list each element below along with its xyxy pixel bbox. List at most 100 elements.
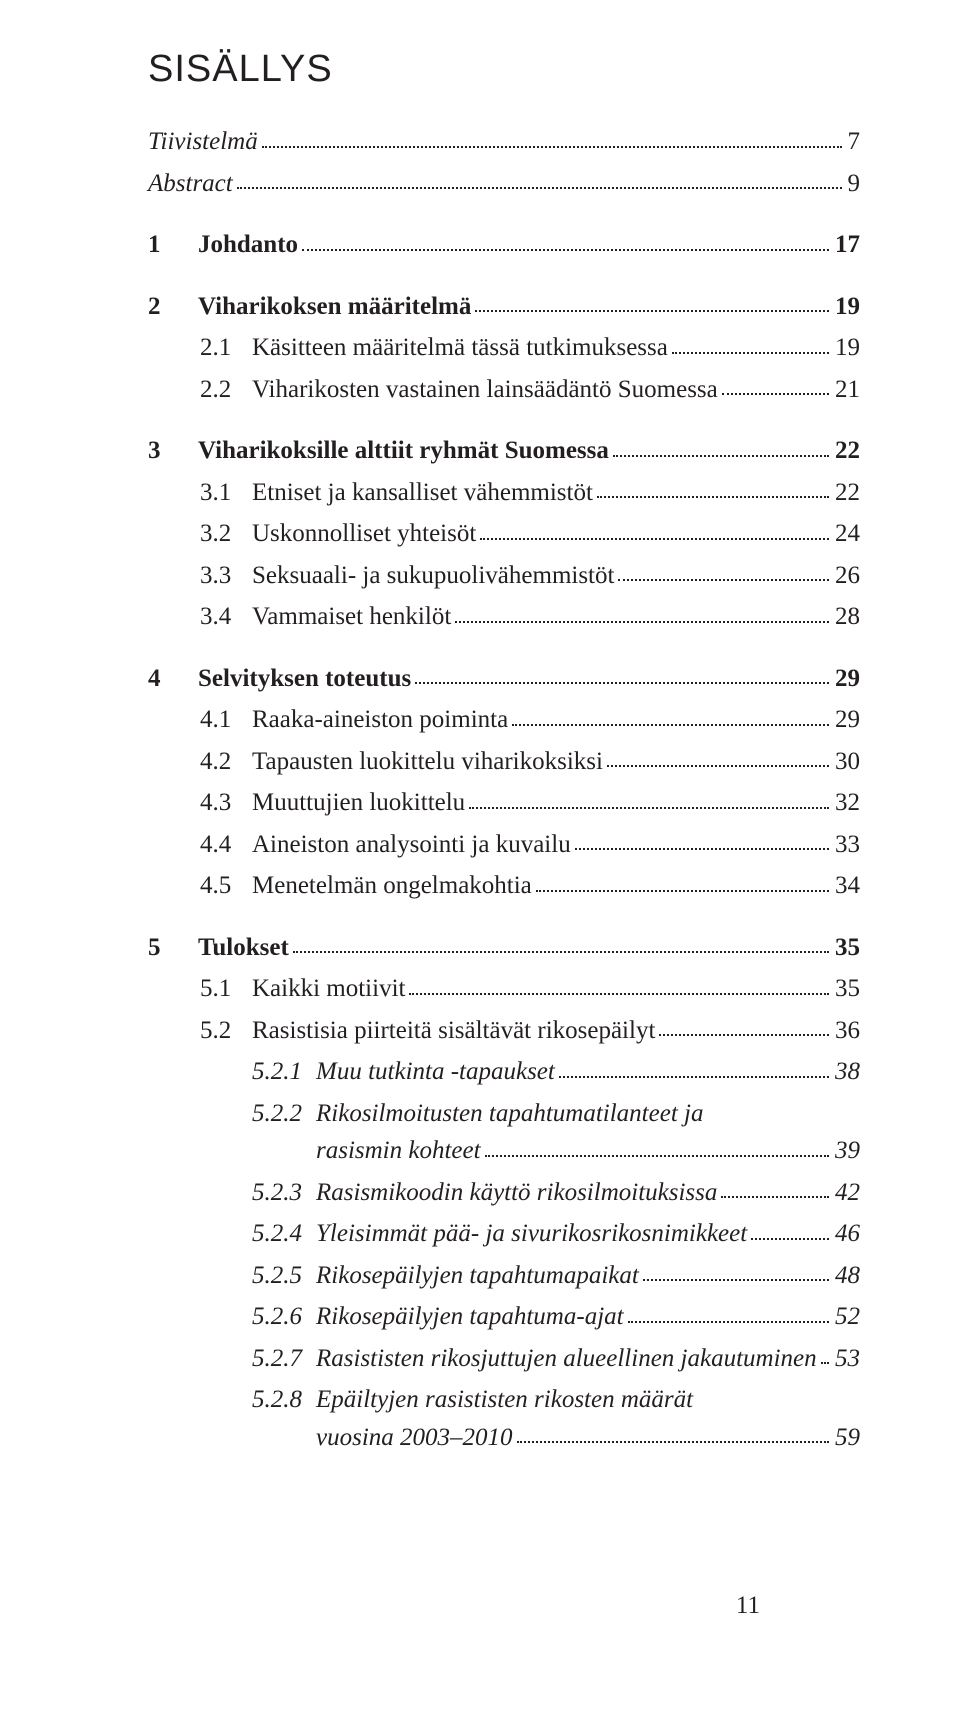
toc-row: 5.2.4Yleisimmät pää- ja sivurikosrikosni… — [148, 1215, 860, 1253]
toc-row: 3.1Etniset ja kansalliset vähemmistöt 22 — [148, 474, 860, 512]
toc-number: 5.2.8 — [252, 1381, 316, 1419]
toc-page: 22 — [833, 474, 860, 512]
toc-page: 30 — [833, 743, 860, 781]
toc-page: 38 — [833, 1053, 860, 1091]
toc-row: 3.4Vammaiset henkilöt 28 — [148, 598, 860, 636]
toc-label: Käsitteen määritelmä tässä tutkimuksessa — [252, 329, 668, 367]
toc-page: 32 — [833, 784, 860, 822]
toc-number: 5.2.6 — [252, 1298, 316, 1336]
toc-row: 5.2.3Rasismikoodin käyttö rikosilmoituks… — [148, 1174, 860, 1212]
toc-page: 26 — [833, 557, 860, 595]
toc-label: Vammaiset henkilöt — [252, 598, 451, 636]
toc-number: 3.1 — [200, 474, 252, 512]
toc-number: 5.2.7 — [252, 1340, 316, 1378]
toc-number: 2 — [148, 288, 198, 326]
toc-page: 36 — [833, 1012, 860, 1050]
toc-page: 28 — [833, 598, 860, 636]
toc-number: 5.2.1 — [252, 1053, 316, 1091]
toc-row: 4.3Muuttujien luokittelu32 — [148, 784, 860, 822]
toc-label: Rikosepäilyjen tapahtumapaikat — [316, 1257, 639, 1295]
toc-row: 4.4Aineiston analysointi ja kuvailu33 — [148, 826, 860, 864]
toc-label: Tapausten luokittelu viharikoksiksi — [252, 743, 603, 781]
toc-page: 39 — [833, 1132, 860, 1170]
toc-label: Selvityksen toteutus — [198, 660, 411, 698]
toc-number: 3.4 — [200, 598, 252, 636]
toc-label: Johdanto — [198, 226, 298, 264]
toc-row: 3.3Seksuaali- ja sukupuolivähemmistöt26 — [148, 557, 860, 595]
toc-label: Uskonnolliset yhteisöt — [252, 515, 476, 553]
toc-row: 3Viharikoksille alttiit ryhmät Suomessa2… — [148, 432, 860, 470]
dot-leader — [672, 352, 829, 354]
dot-leader — [517, 1441, 829, 1443]
toc-page: 34 — [833, 867, 860, 905]
dot-leader — [607, 765, 829, 767]
toc-number: 2.1 — [200, 329, 252, 367]
toc-row: rasismin kohteet 39 — [148, 1132, 860, 1170]
toc-number: 4 — [148, 660, 198, 698]
page-number: 11 — [736, 1592, 760, 1620]
toc-label: Rikosepäilyjen tapahtuma-ajat — [316, 1298, 624, 1336]
toc-number: 5.2.5 — [252, 1257, 316, 1295]
toc-row: vuosina 2003–2010 59 — [148, 1419, 860, 1457]
dot-leader — [721, 1196, 829, 1198]
toc-row: 2Viharikoksen määritelmä19 — [148, 288, 860, 326]
toc-label-cont: rasismin kohteet — [316, 1132, 481, 1170]
toc-row: 5.2.5Rikosepäilyjen tapahtumapaikat 48 — [148, 1257, 860, 1295]
dot-leader — [237, 187, 842, 189]
dot-leader — [751, 1238, 829, 1240]
toc-label: Menetelmän ongelmakohtia — [252, 867, 532, 905]
dot-leader — [480, 538, 829, 540]
toc-number: 5.2.2 — [252, 1095, 316, 1133]
toc-page: 46 — [833, 1215, 860, 1253]
toc-label: Yleisimmät pää- ja sivurikosrikosnimikke… — [316, 1215, 747, 1253]
toc-label: Tiivistelmä — [148, 123, 258, 161]
toc-row: 5.2.6Rikosepäilyjen tapahtuma-ajat52 — [148, 1298, 860, 1336]
toc-label: Etniset ja kansalliset vähemmistöt — [252, 474, 593, 512]
dot-leader — [262, 146, 842, 148]
toc-label: Kaikki motiivit — [252, 970, 405, 1008]
toc-label: Rasistisia piirteitä sisältävät rikosepä… — [252, 1012, 655, 1050]
toc-page: 35 — [833, 970, 860, 1008]
dot-leader — [475, 310, 829, 312]
toc-row: 5.2.2Rikosilmoitusten tapahtumatilanteet… — [148, 1095, 860, 1133]
toc-number: 4.3 — [200, 784, 252, 822]
dot-leader — [409, 993, 829, 995]
toc-page: 48 — [833, 1257, 860, 1295]
toc-page: 19 — [833, 329, 860, 367]
toc-page: 21 — [833, 371, 860, 409]
page-title: SISÄLLYS — [148, 48, 860, 91]
toc-label: Muu tutkinta -tapaukset — [316, 1053, 555, 1091]
toc-row: 4Selvityksen toteutus 29 — [148, 660, 860, 698]
toc-page: 59 — [833, 1419, 860, 1457]
toc-row: 5.2.1Muu tutkinta -tapaukset 38 — [148, 1053, 860, 1091]
toc-number: 5.2.4 — [252, 1215, 316, 1253]
toc-number: 4.1 — [200, 701, 252, 739]
dot-leader — [455, 621, 829, 623]
toc-label: Rasististen rikosjuttujen alueellinen ja… — [316, 1340, 817, 1378]
dot-leader — [722, 393, 829, 395]
toc-label: Aineiston analysointi ja kuvailu — [252, 826, 571, 864]
toc-row: 4.2Tapausten luokittelu viharikoksiksi30 — [148, 743, 860, 781]
dot-leader — [659, 1034, 829, 1036]
toc-label: Rasismikoodin käyttö rikosilmoituksissa — [316, 1174, 717, 1212]
toc-label-cont: vuosina 2003–2010 — [316, 1419, 513, 1457]
toc-row: 2.1Käsitteen määritelmä tässä tutkimukse… — [148, 329, 860, 367]
toc-row: Tiivistelmä7 — [148, 123, 860, 161]
toc-number: 5.2 — [200, 1012, 252, 1050]
toc-page: 22 — [833, 432, 860, 470]
toc-number: 4.4 — [200, 826, 252, 864]
toc-number: 3 — [148, 432, 198, 470]
toc-row: 5.1Kaikki motiivit35 — [148, 970, 860, 1008]
dot-leader — [613, 455, 829, 457]
toc-number: 1 — [148, 226, 198, 264]
toc-page: 19 — [833, 288, 860, 326]
toc-page: 29 — [833, 660, 860, 698]
toc-number: 4.5 — [200, 867, 252, 905]
toc-number: 5 — [148, 929, 198, 967]
toc-row: 5.2.7Rasististen rikosjuttujen alueellin… — [148, 1340, 860, 1378]
table-of-contents: Tiivistelmä7Abstract91Johdanto172Viharik… — [148, 123, 860, 1456]
toc-row: 5.2.8Epäiltyjen rasististen rikosten mää… — [148, 1381, 860, 1419]
dot-leader — [821, 1362, 829, 1364]
toc-page: 17 — [833, 226, 860, 264]
dot-leader — [512, 724, 829, 726]
